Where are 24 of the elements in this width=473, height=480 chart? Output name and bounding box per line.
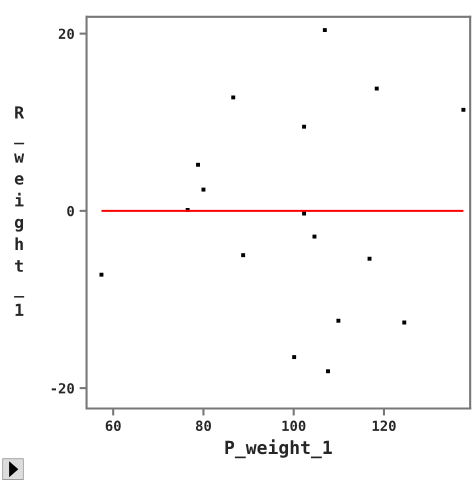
x-axis-title: P_weight_1 [225, 439, 332, 458]
point [402, 320, 406, 324]
point [326, 369, 330, 374]
x-tick-label: 120 [372, 420, 396, 432]
point [241, 253, 246, 258]
x-tick-label: 60 [106, 420, 121, 432]
x-tick-label: 100 [282, 420, 306, 432]
point [368, 256, 372, 261]
point [312, 234, 316, 239]
point [336, 318, 340, 323]
point [292, 355, 296, 360]
point [302, 124, 306, 129]
point [322, 28, 327, 32]
point [99, 272, 104, 277]
text: R_weight_1 [14, 106, 24, 316]
y-tick-label: -20 [52, 383, 74, 394]
x-tick-label: 80 [196, 420, 211, 432]
point [374, 86, 379, 91]
y-tick-label: 20 [58, 28, 74, 40]
point [196, 162, 200, 167]
y-tick-label: 0 [67, 206, 74, 216]
point [231, 95, 236, 100]
point [201, 188, 206, 192]
point [461, 108, 466, 112]
